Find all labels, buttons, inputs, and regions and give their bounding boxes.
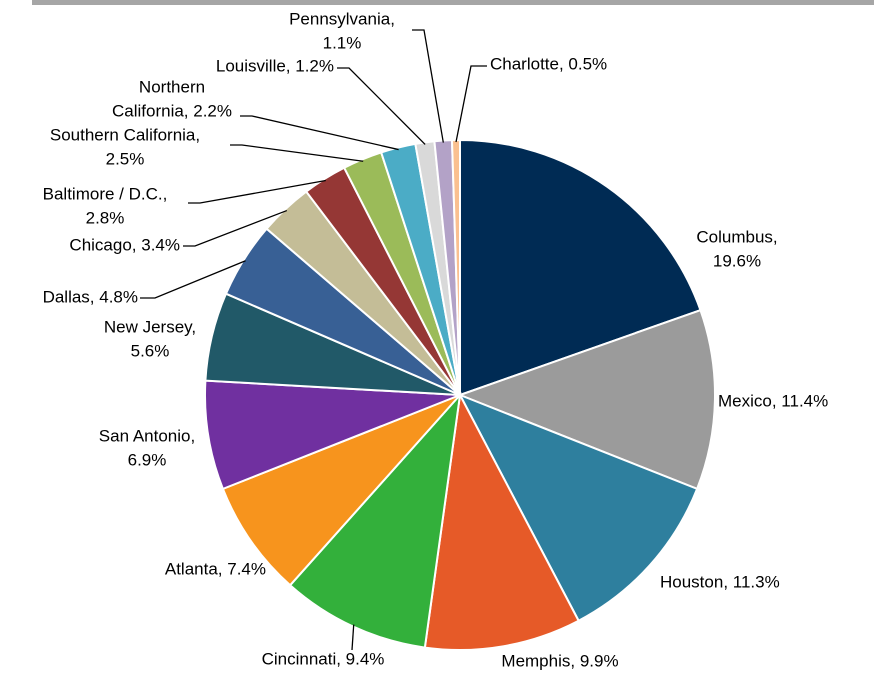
data-label: 2.8%	[86, 208, 125, 227]
data-label: Chicago, 3.4%	[69, 235, 180, 254]
slice	[457, 308, 716, 491]
data-label: 19.6%	[713, 251, 761, 270]
data-label: Louisville, 1.2%	[216, 56, 334, 75]
data-label: Baltimore / D.C.,	[43, 184, 168, 203]
leader-line	[240, 115, 399, 151]
header-bar	[32, 0, 874, 5]
data-label: 2.5%	[106, 149, 145, 168]
data-label: Northern	[139, 77, 205, 96]
data-label: Mexico, 11.4%	[718, 391, 828, 410]
data-label: Southern California,	[50, 125, 200, 144]
data-label: New Jersey,	[104, 317, 196, 336]
data-label: Cincinnati, 9.4%	[262, 649, 385, 668]
data-label: Columbus,	[696, 227, 777, 246]
slice	[457, 393, 699, 623]
data-label: Pennsylvania,	[289, 9, 395, 28]
slice	[288, 391, 462, 649]
leader-line	[140, 260, 246, 299]
leader-line	[188, 179, 326, 204]
data-label: 1.1%	[323, 33, 362, 52]
leader-line	[455, 65, 487, 143]
slice	[204, 379, 461, 491]
leader-line	[230, 144, 364, 162]
slice	[423, 391, 580, 651]
slice	[221, 394, 461, 587]
data-label: 5.6%	[131, 341, 170, 360]
leader-line	[351, 624, 355, 651]
leader-line	[412, 29, 444, 143]
leader-line	[337, 67, 426, 145]
data-label: 6.9%	[128, 450, 167, 469]
data-label: California, 2.2%	[112, 101, 232, 120]
data-label: Charlotte, 0.5%	[490, 54, 607, 73]
leader-line	[183, 209, 288, 247]
data-label: San Antonio,	[99, 426, 195, 445]
data-label: Atlanta, 7.4%	[165, 559, 266, 578]
data-label: Dallas, 4.8%	[43, 287, 138, 306]
pie	[204, 138, 716, 651]
data-label: Memphis, 9.9%	[501, 651, 618, 670]
data-label: Houston, 11.3%	[660, 572, 780, 591]
labels: Columbus, 19.6% Mexico, 11.4% Houston, 11.3…	[43, 9, 829, 670]
